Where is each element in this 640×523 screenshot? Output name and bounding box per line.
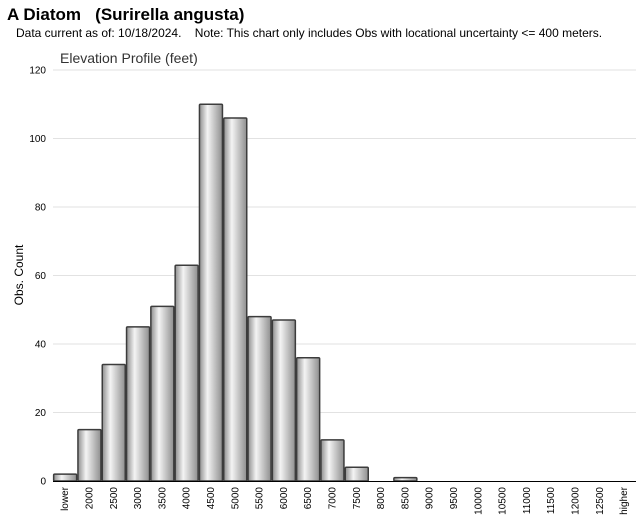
x-tick-label: 5500 bbox=[255, 487, 266, 510]
x-tick-label: 8000 bbox=[376, 487, 387, 510]
y-axis-ticks: 0 20 40 60 80 100 120 bbox=[29, 66, 46, 488]
x-tick-label: 6500 bbox=[303, 487, 314, 510]
x-tick-label: 9500 bbox=[449, 487, 460, 510]
x-tick-label: 7500 bbox=[352, 487, 363, 510]
x-tick-label: 6000 bbox=[279, 487, 290, 510]
bar bbox=[125, 326, 151, 482]
bar bbox=[320, 439, 345, 482]
bar bbox=[77, 428, 102, 482]
y-tick-label: 80 bbox=[35, 203, 47, 214]
y-tick-label: 100 bbox=[29, 134, 46, 145]
y-axis-label: Obs. Count bbox=[12, 244, 26, 305]
x-tick-label: 12500 bbox=[595, 487, 606, 515]
bar bbox=[150, 305, 175, 482]
y-tick-label: 0 bbox=[40, 477, 46, 488]
x-tick-label: 12000 bbox=[570, 487, 581, 515]
bars bbox=[52, 103, 418, 482]
x-axis-ticks: lower 2000 2500 3000 3500 4000 4500 5000 5500 600… bbox=[60, 486, 630, 514]
bar bbox=[393, 476, 418, 482]
bar bbox=[198, 103, 224, 482]
x-tick-label: 8500 bbox=[400, 487, 411, 510]
bar bbox=[295, 356, 321, 482]
x-tick-label: 10500 bbox=[498, 487, 509, 515]
x-tick-label: 10000 bbox=[473, 487, 484, 515]
y-tick-label: 120 bbox=[29, 66, 46, 77]
bar bbox=[344, 466, 369, 482]
x-tick-label: 3500 bbox=[157, 487, 168, 510]
x-tick-label: 4500 bbox=[206, 487, 217, 510]
page-subtitle: Data current as of: 10/18/2024. Note: Th… bbox=[16, 26, 603, 40]
x-tick-label: 5000 bbox=[230, 487, 241, 510]
y-tick-label: 20 bbox=[35, 408, 47, 419]
x-tick-label: 4000 bbox=[182, 487, 193, 510]
x-tick-label: 11000 bbox=[522, 487, 533, 515]
page-title: A Diatom (Surirella angusta) bbox=[7, 5, 245, 24]
x-tick-label: 9000 bbox=[425, 487, 436, 510]
bar bbox=[52, 473, 78, 482]
x-tick-label: lower bbox=[60, 486, 71, 511]
x-tick-label: 7000 bbox=[327, 487, 338, 510]
x-tick-label: 2500 bbox=[109, 487, 120, 510]
x-tick-label: 2000 bbox=[84, 487, 95, 510]
x-tick-label: higher bbox=[619, 486, 630, 514]
x-tick-label: 3000 bbox=[133, 487, 144, 510]
chart-title: Elevation Profile (feet) bbox=[60, 50, 198, 66]
bar bbox=[247, 315, 272, 482]
bar bbox=[101, 363, 126, 482]
bar bbox=[271, 319, 297, 482]
x-tick-label: 11500 bbox=[546, 487, 557, 515]
y-tick-label: 40 bbox=[35, 340, 47, 351]
y-tick-label: 60 bbox=[35, 271, 47, 282]
bar bbox=[223, 117, 248, 482]
bar bbox=[174, 264, 199, 482]
